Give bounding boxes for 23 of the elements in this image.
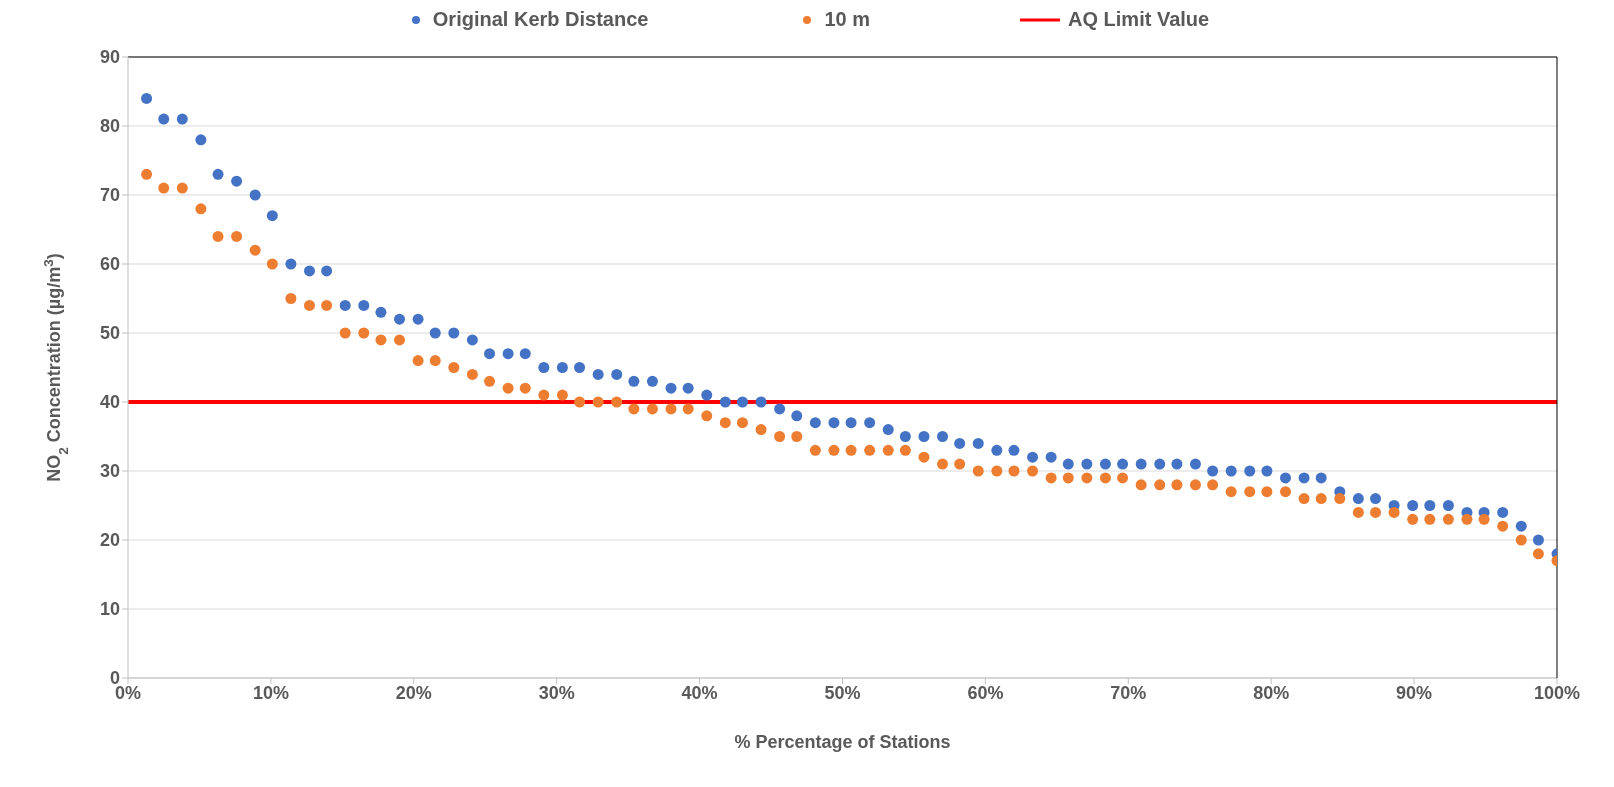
y-tick-label: 30 <box>99 461 120 482</box>
x-tick-label: 100% <box>1533 682 1581 703</box>
x-tick-label: 90% <box>1396 682 1433 703</box>
y-tick-label: 40 <box>99 392 120 413</box>
legend-label: Original Kerb Distance <box>432 8 649 31</box>
x-tick-label: 40% <box>681 682 718 703</box>
x-tick-label: 10% <box>252 682 289 703</box>
y-tick-label: 60 <box>99 254 120 275</box>
x-tick-label: 50% <box>824 682 861 703</box>
y-tick-label: 70 <box>99 185 120 206</box>
x-tick-label: 80% <box>1253 682 1290 703</box>
x-tick-label: 70% <box>1110 682 1147 703</box>
y-tick-label: 20 <box>99 530 120 551</box>
x-tick-label: 20% <box>395 682 432 703</box>
y-tick-label: 50 <box>99 323 120 344</box>
x-tick-label: 60% <box>967 682 1004 703</box>
y-tick-label: 10 <box>99 599 120 620</box>
x-axis-title: % Percentage of Stations <box>734 732 951 752</box>
y-tick-label: 90 <box>99 47 120 68</box>
legend-label: AQ Limit Value <box>1068 8 1210 31</box>
y-tick-label: 80 <box>99 116 120 137</box>
legend-label: 10 m <box>824 8 871 31</box>
x-tick-label: 30% <box>538 682 575 703</box>
